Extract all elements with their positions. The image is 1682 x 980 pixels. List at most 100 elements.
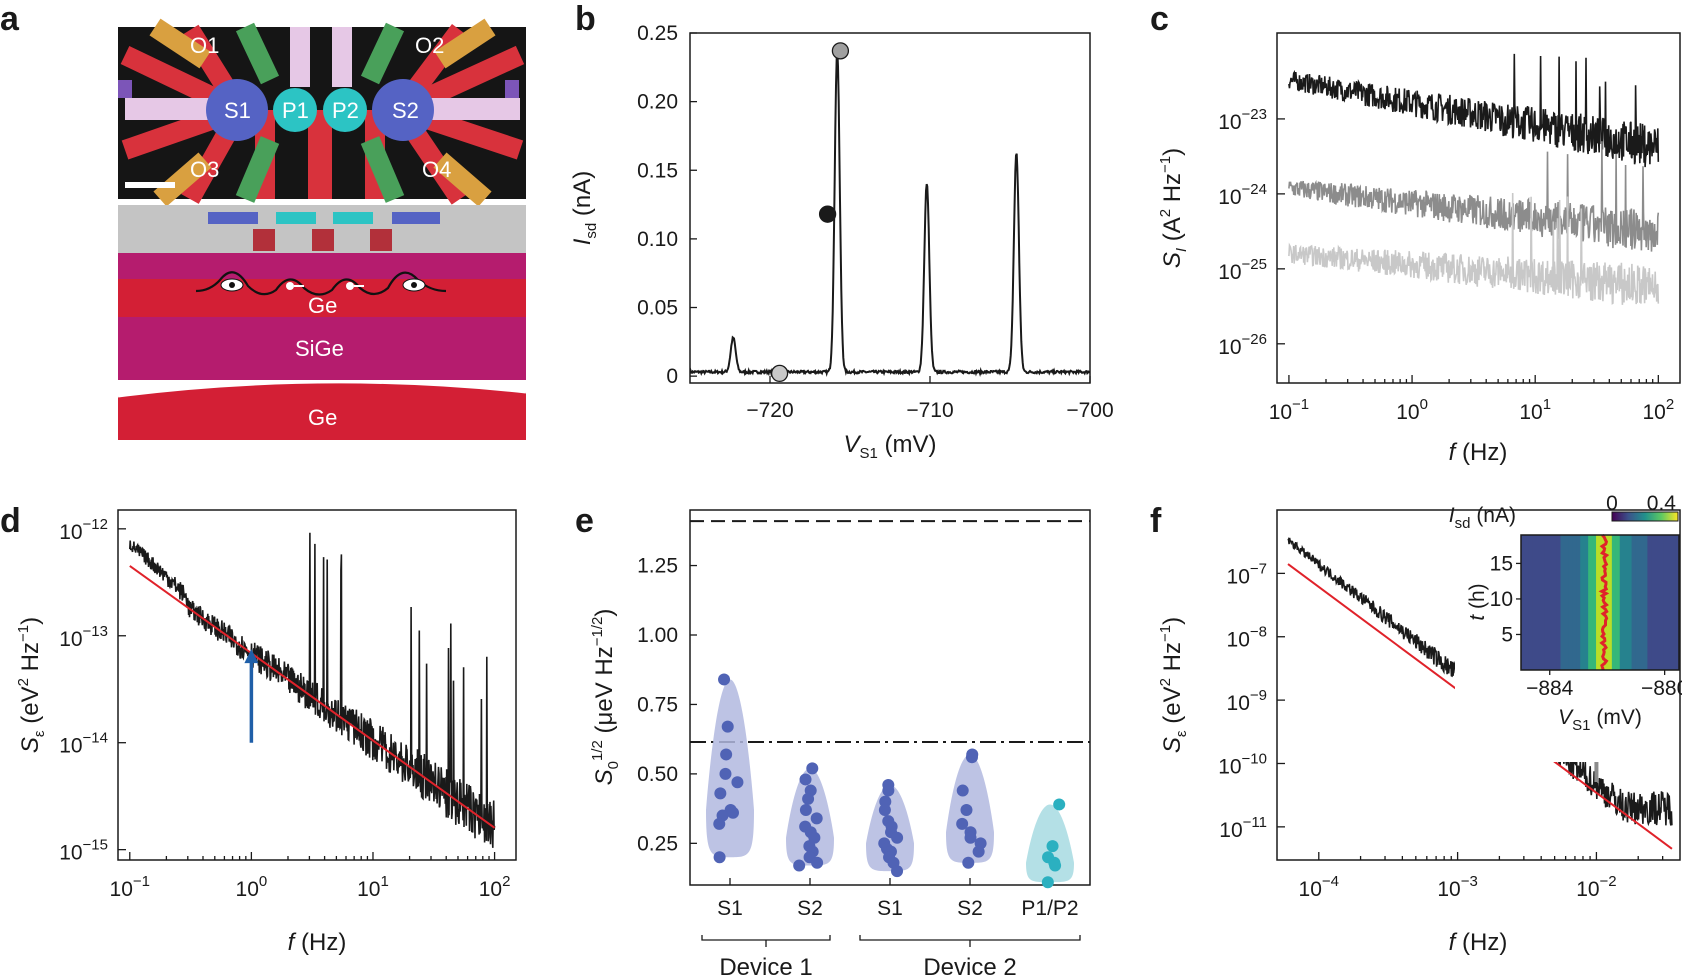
- panel-c-series-line: [1288, 141, 1660, 252]
- panel-d-xtick: 101: [357, 873, 389, 901]
- panel-f-inset-cbar-label: Isd (nA): [1449, 504, 1516, 532]
- panel-e-point: [962, 856, 975, 869]
- panel-f-inset-cbar-tick: 0: [1606, 492, 1618, 515]
- panel-c-series-line: [1288, 192, 1660, 305]
- panel-f-inset-cell: [1524, 535, 1530, 670]
- panel-e-point: [891, 865, 904, 878]
- panel-f-inset-peak-trace: [1598, 534, 1610, 671]
- panel-e-ticklabels: 0.25 0.50 0.75 1.00 1.25: [637, 555, 678, 856]
- panel-f-inset-cell: [1639, 535, 1645, 670]
- panel-f-ticks: [1277, 572, 1664, 860]
- panel-f-frame: [1276, 509, 1681, 861]
- panel-f-inset-cell: [1544, 535, 1550, 670]
- dot-label-s2: S2: [392, 98, 419, 123]
- panel-f-inset-cell: [1600, 535, 1605, 670]
- dot-label-p2: P2: [332, 98, 359, 123]
- panel-e-point: [720, 748, 733, 761]
- panel-f-inset-cell: [1611, 535, 1617, 670]
- panel-f-inset-cell: [1647, 535, 1652, 670]
- panel-b-trace: [690, 49, 1090, 378]
- panel-e-group-label: Device 2: [923, 954, 1016, 980]
- panel-f-inset-cell: [1623, 535, 1629, 670]
- gate-label-o3: O3: [190, 157, 219, 182]
- panel-c-series: [1288, 53, 1660, 305]
- panel-e-point: [965, 751, 978, 764]
- panel-b-chart: −720 −710 −700 0 0.05 0.10 0.15 0.20 0.2…: [569, 22, 1114, 462]
- panel-e-point: [811, 856, 824, 869]
- panel-f-inset-cell: [1592, 535, 1597, 670]
- panel-c-xtick: 102: [1642, 396, 1674, 424]
- panel-e-ytick: 0.75: [637, 693, 678, 716]
- panel-f-inset-cell: [1556, 535, 1562, 670]
- panel-a-schematic: [117, 205, 527, 440]
- gate-label-o4: O4: [422, 157, 451, 182]
- panel-f-ytick: 10−10: [1218, 750, 1267, 778]
- panel-c-series-line: [1288, 53, 1660, 168]
- panel-c-ylabel: SI (A2 Hz−1): [1157, 148, 1190, 268]
- panel-d-ticklabels: 10−1 100 101 102 10−15 10−14 10−13 10−12: [59, 516, 510, 901]
- panel-d-ytick: 10−14: [59, 730, 108, 758]
- panel-f-ytick: 10−9: [1227, 687, 1267, 715]
- panel-d-ytick: 10−12: [59, 516, 108, 544]
- panel-e-point: [1046, 840, 1059, 853]
- panel-e-point: [793, 859, 806, 872]
- panel-e-point: [714, 787, 727, 800]
- panel-b-ytick: 0.15: [637, 159, 678, 182]
- panel-b-label: b: [575, 0, 596, 38]
- panel-b-frame: [689, 32, 1091, 384]
- panel-e-ytick: 1.00: [637, 624, 678, 647]
- panel-f-inset-cell: [1615, 535, 1621, 670]
- panel-e-ytick: 0.25: [637, 832, 678, 855]
- panel-c-chart: 10−1 100 101 102 10−26 10−25 10−24 10−23 f (Hz)…: [1157, 32, 1681, 466]
- panel-f-inset-xtick: −884: [1526, 677, 1574, 700]
- panel-c-xtick: 100: [1396, 396, 1428, 424]
- panel-f-ylabel: Sε (eV2 Hz−1): [1157, 617, 1190, 753]
- panel-e-point: [731, 776, 744, 789]
- panel-f-inset-cell: [1580, 535, 1585, 670]
- panel-e-point: [956, 817, 969, 830]
- panel-b-ytick: 0.10: [637, 228, 678, 251]
- panel-d-label: d: [0, 502, 21, 540]
- panel-c-ytick: 10−24: [1218, 181, 1267, 209]
- panel-e-point: [878, 804, 891, 816]
- panel-f-inset-heatmap: [1521, 534, 1680, 671]
- panel-e-point: [718, 673, 731, 686]
- panel-f-inset-cell: [1540, 535, 1546, 670]
- panel-e-ylabel: S01/2 (μeV Hz−1/2): [589, 609, 622, 786]
- panel-f-inset-ticks: [1516, 562, 1666, 675]
- panel-f-inset-cell: [1643, 535, 1648, 670]
- panel-e-point: [806, 762, 819, 775]
- panel-e-point: [882, 784, 895, 797]
- panel-e-point: [1053, 798, 1066, 811]
- panel-e-point: [1049, 859, 1062, 872]
- panel-b-marker: [818, 205, 837, 223]
- panel-f-inset-cell: [1576, 535, 1581, 670]
- panel-d-xlabel: f (Hz): [288, 929, 347, 956]
- panel-f-inset-cell: [1584, 535, 1589, 670]
- panel-e-violin: [706, 679, 754, 858]
- panel-e-point: [719, 767, 732, 780]
- panel-e-category: S1: [877, 897, 903, 920]
- panel-f-inset-cell: [1552, 535, 1558, 670]
- panel-e-point: [810, 812, 823, 825]
- panel-f-inset-cell: [1675, 535, 1680, 670]
- panel-f-inset-cell: [1588, 535, 1593, 670]
- panel-e-category: S2: [797, 897, 823, 920]
- panel-d-xtick: 10−1: [110, 873, 150, 901]
- panel-d-ticks: [118, 528, 496, 860]
- panel-e-group-label: Device 1: [719, 954, 812, 980]
- panel-b-marker: [770, 364, 789, 383]
- panel-f-inset-cell: [1663, 535, 1668, 670]
- panel-e-point: [721, 720, 734, 733]
- panel-f-inset-cell: [1655, 535, 1660, 670]
- panel-f-inset-cell: [1528, 535, 1534, 670]
- panel-c-label: c: [1150, 0, 1169, 38]
- panel-e-point: [960, 804, 973, 816]
- panel-e-violin: [786, 768, 834, 866]
- panel-b-xlabel: VS1 (mV): [843, 431, 936, 462]
- panel-b-xtick: −720: [746, 399, 793, 422]
- dot-label-s1: S1: [224, 98, 251, 123]
- gate-label-o2: O2: [415, 33, 444, 58]
- panel-b-xtick: −700: [1066, 399, 1113, 422]
- panel-d-fit-line: [129, 565, 496, 829]
